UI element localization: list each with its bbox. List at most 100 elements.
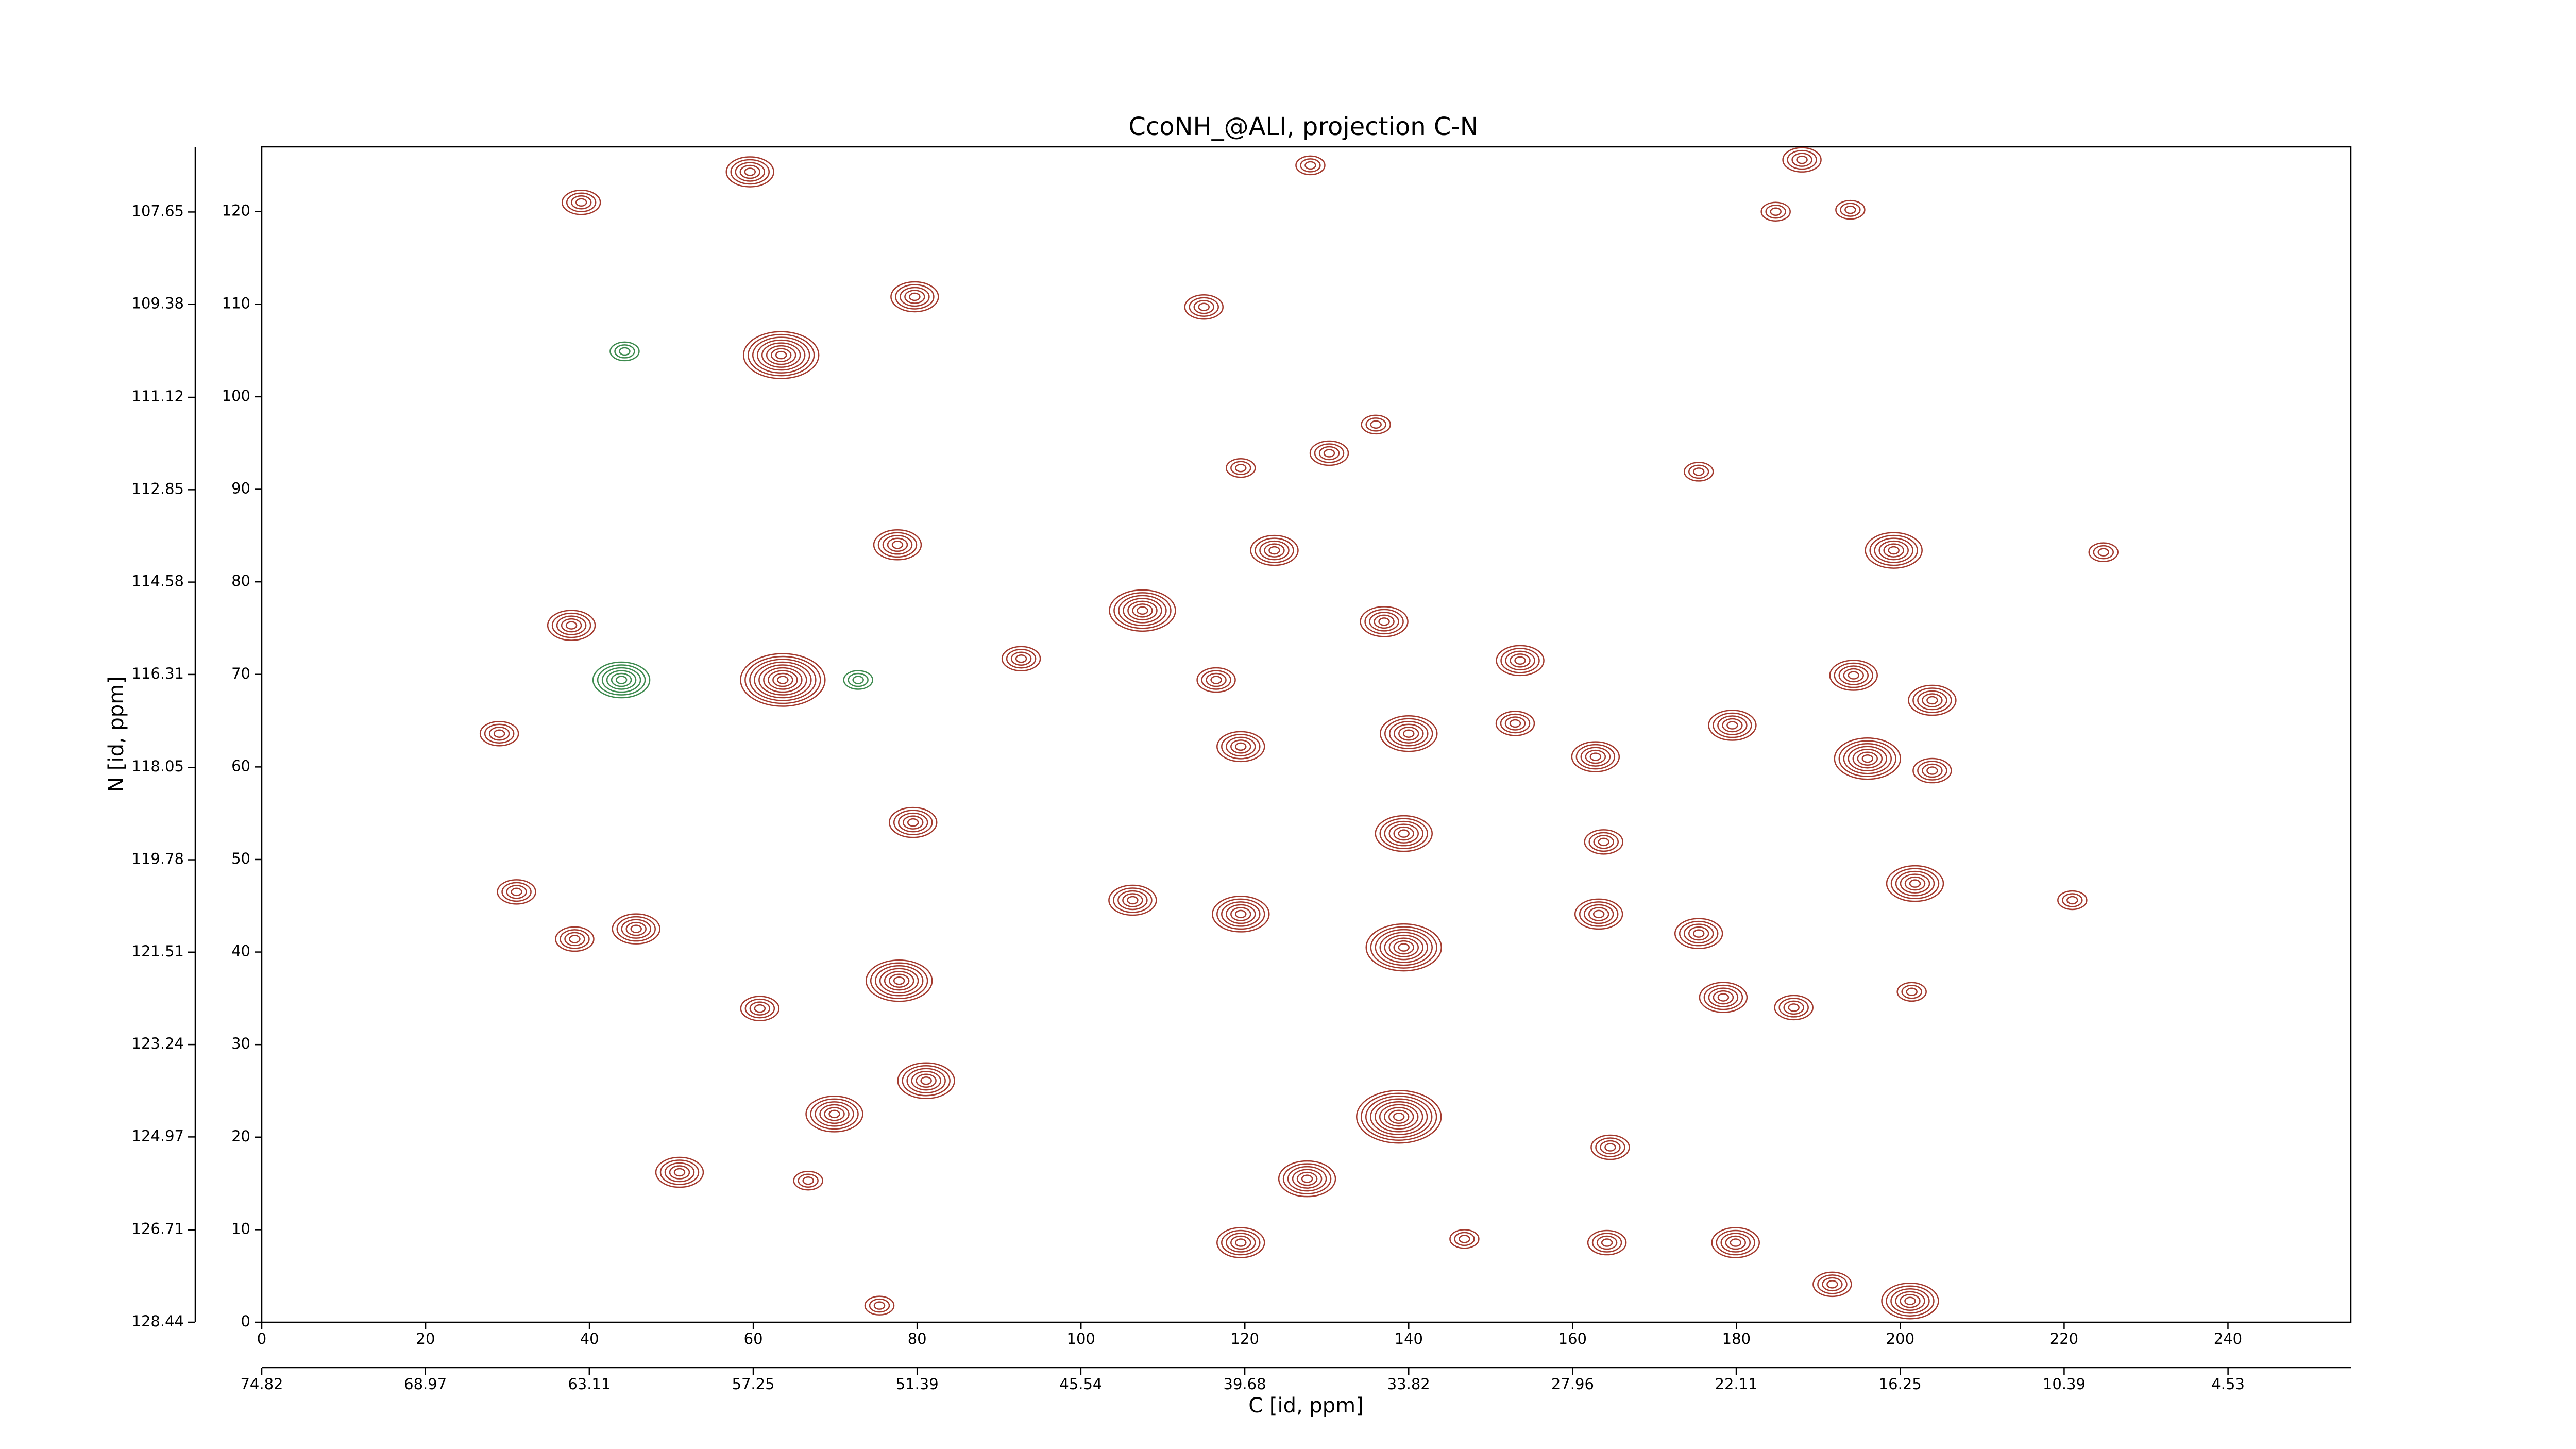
contour-ring [1580, 747, 1611, 767]
contour-ring [1596, 1235, 1618, 1250]
contour-ring [1309, 440, 1349, 466]
contour-ring [1379, 1104, 1419, 1130]
contour-ring [511, 887, 522, 897]
contour-ring [1379, 932, 1428, 963]
contour-ring [1255, 537, 1294, 563]
peak [2088, 542, 2119, 562]
contour-ring [1890, 868, 1940, 899]
contour-ring [493, 729, 505, 738]
contour-ring [1206, 672, 1227, 687]
contour-ring [2088, 542, 2119, 562]
contour-ring [752, 336, 810, 374]
x-tick-label: 220 [2050, 1330, 2078, 1347]
contour-ring [1909, 879, 1921, 888]
contour-ring [887, 537, 908, 552]
contour-ring [592, 661, 651, 699]
peak [2057, 890, 2088, 911]
x-tick-label: 40 [580, 1330, 599, 1347]
peak [592, 661, 651, 699]
contour-ring [893, 976, 905, 985]
contour-ring [1370, 420, 1382, 429]
y2-tick-label: 123.24 [132, 1035, 184, 1052]
peak [1829, 660, 1878, 691]
contour-ring [756, 339, 806, 371]
contour-ring [1221, 1229, 1261, 1256]
contour-ring [1917, 690, 1947, 711]
y-tick-label: 70 [231, 665, 250, 682]
contour-ring [1595, 1137, 1625, 1157]
contour-ring [852, 676, 864, 684]
contour-ring [1221, 734, 1261, 760]
contour-ring [484, 723, 515, 744]
contour-ring [1514, 656, 1526, 665]
contour-ring [1117, 890, 1148, 911]
x-tick-label: 160 [1558, 1330, 1587, 1347]
contour-ring [747, 333, 815, 377]
contour-ring [768, 670, 798, 690]
y-tick-label: 110 [222, 294, 250, 312]
contour-ring [1235, 909, 1247, 919]
contour-ring [1282, 1163, 1332, 1194]
contour-ring [1852, 748, 1883, 769]
peak [1574, 898, 1623, 930]
contour-ring [770, 348, 792, 362]
contour-ring [616, 916, 656, 942]
y-tick-label: 80 [231, 572, 250, 589]
peak [740, 653, 826, 707]
contour-ring [1216, 898, 1265, 930]
contour-ring [1829, 660, 1878, 691]
contour-ring [772, 672, 793, 687]
x-tick-label: 100 [1067, 1330, 1095, 1347]
contour-ring [1703, 984, 1743, 1010]
x-tick-label: 20 [416, 1330, 435, 1347]
contour-ring [1300, 158, 1321, 173]
contour-ring [575, 198, 587, 207]
contour-ring [897, 1062, 955, 1099]
peak [1835, 199, 1866, 220]
x2-tick-label: 10.39 [2043, 1375, 2086, 1393]
peak [1001, 646, 1041, 671]
contour-ring [1699, 982, 1748, 1013]
contour-ring [1015, 654, 1027, 663]
x-axis-label: C [id, ppm] [1248, 1394, 1364, 1418]
contour-ring [1770, 207, 1782, 216]
contour-ring [1201, 670, 1231, 690]
contour-ring [1713, 990, 1734, 1005]
contour-ring [1365, 1096, 1433, 1138]
peak [497, 879, 536, 905]
contour-ring [1589, 752, 1602, 761]
contour-ring [569, 935, 581, 943]
contour-ring [1360, 606, 1409, 637]
contour-ring [1886, 865, 1944, 902]
contour-ring [1374, 614, 1395, 629]
contour-ring [1394, 723, 1424, 744]
contour-ring [1259, 540, 1290, 561]
contour-ring [1843, 743, 1892, 774]
contour-ring [1683, 462, 1714, 482]
peak [1912, 757, 1952, 784]
contour-ring [664, 1162, 695, 1183]
contour-ring [1314, 443, 1345, 463]
contour-ring [655, 1156, 704, 1188]
contour-ring [1900, 873, 1930, 894]
peak [1674, 918, 1723, 949]
contour-ring [1722, 718, 1743, 733]
contour-ring [742, 331, 820, 379]
x-tick-label: 240 [2214, 1330, 2242, 1347]
contour-ring [1878, 540, 1909, 561]
contour-ring [1118, 595, 1167, 627]
contour-ring [673, 1168, 686, 1177]
contour-ring [1917, 761, 1947, 781]
contour-ring [606, 670, 637, 690]
contour-ring [619, 347, 631, 356]
contour-ring [1822, 1277, 1843, 1292]
contour-ring [1113, 592, 1172, 629]
contour-ring [1365, 417, 1386, 432]
peak [547, 610, 596, 641]
contour-ring [1895, 870, 1935, 897]
contour-ring [824, 1107, 845, 1121]
contour-ring [766, 345, 796, 365]
peak [655, 1156, 704, 1188]
contour-ring [1127, 896, 1139, 905]
x2-tick-label: 33.82 [1387, 1375, 1430, 1393]
